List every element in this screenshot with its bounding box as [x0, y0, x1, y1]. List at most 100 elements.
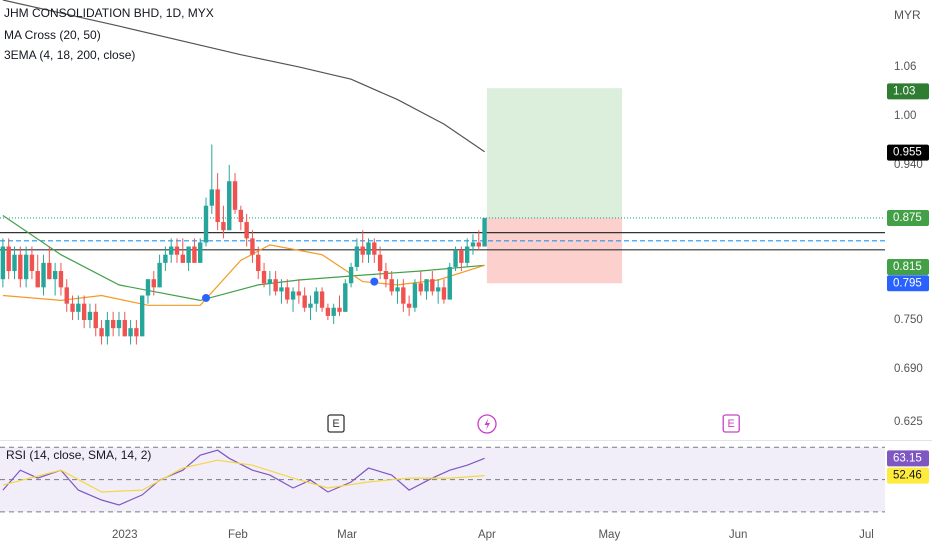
symbol-title: JHM CONSOLIDATION BHD, 1D, MYX — [4, 6, 214, 20]
y-tick-label: 0.750 — [894, 314, 923, 326]
cross-point — [202, 293, 211, 302]
price-badge — [887, 144, 929, 161]
candle-body — [174, 246, 180, 255]
candle-body — [0, 246, 6, 280]
price-badge — [887, 209, 929, 226]
candle-body — [377, 254, 383, 272]
candle-body — [418, 283, 423, 292]
candle-body — [12, 254, 17, 272]
candle-body — [198, 242, 203, 263]
candle-body — [151, 279, 156, 288]
candle-body — [447, 266, 452, 300]
candle-body — [87, 311, 93, 320]
candle-body — [244, 222, 249, 239]
candle-body — [354, 246, 360, 267]
rsi-line — [2, 449, 485, 506]
x-tick-label: Jun — [729, 529, 748, 541]
currency: MYR — [894, 8, 921, 22]
candle-body — [296, 291, 302, 296]
candle-body — [232, 181, 238, 210]
rsi-badge-label: 63.15 — [893, 452, 922, 464]
earnings-icon[interactable] — [327, 414, 345, 433]
candle-body — [209, 189, 215, 206]
candle-body — [453, 250, 458, 267]
candle-body — [261, 271, 267, 284]
candle-body — [308, 303, 313, 308]
y-tick-label: 0.625 — [894, 416, 923, 428]
candle-body — [41, 262, 46, 288]
candle-body — [128, 328, 133, 337]
candle-body — [186, 246, 191, 263]
candle-body — [401, 287, 406, 304]
price-badge-label: 0.795 — [893, 277, 922, 289]
candle-body — [279, 287, 284, 292]
indicator-label: MA Cross (20, 50) — [4, 28, 101, 42]
price-badge-label: 0.815 — [893, 261, 922, 273]
candle-body — [256, 254, 261, 272]
target-zone — [486, 88, 623, 218]
candle-body — [221, 222, 226, 231]
candle-body — [215, 189, 220, 223]
price-badge-label: 1.03 — [893, 85, 915, 97]
candle-body — [116, 320, 122, 329]
candle-body — [476, 242, 481, 247]
candle-body — [482, 217, 487, 247]
cross-point — [370, 277, 379, 286]
stop-zone — [486, 217, 623, 284]
candle-body — [273, 279, 278, 292]
candle-body — [81, 303, 87, 320]
lightning — [484, 418, 490, 430]
x-tick-label: Mar — [337, 529, 357, 541]
rsi-badge — [887, 450, 929, 467]
candle-body — [192, 246, 197, 263]
candle-body — [395, 287, 400, 292]
candle-body — [331, 307, 336, 316]
price-badge-label: 0.875 — [893, 212, 922, 224]
candle-body — [406, 303, 412, 308]
y-tick-label: 1.06 — [894, 61, 916, 73]
candle-body — [389, 279, 394, 292]
candle-body — [412, 283, 418, 308]
candle-body — [122, 320, 127, 337]
candle-body — [168, 246, 174, 255]
candle-body — [424, 279, 429, 292]
y-tick-label: 0.690 — [894, 363, 923, 375]
candle-body — [76, 303, 81, 312]
candle-body — [319, 291, 325, 308]
earnings-icon[interactable] — [722, 414, 740, 433]
candle-body — [180, 254, 186, 263]
candle-body — [6, 246, 11, 272]
indicator-label: 3EMA (4, 18, 200, close) — [4, 48, 135, 62]
candle-body — [290, 291, 296, 300]
earnings-label: E — [728, 418, 735, 430]
candle-body — [157, 262, 162, 288]
candle-body — [348, 266, 354, 284]
candle-body — [464, 246, 470, 263]
candle-body — [47, 262, 52, 280]
ma-line — [2, 215, 485, 302]
candle-body — [18, 254, 23, 280]
candle-body — [441, 287, 447, 300]
candle-body — [372, 242, 377, 255]
candle-body — [325, 307, 331, 316]
candle-body — [459, 250, 464, 263]
candle-body — [134, 328, 139, 337]
candle-body — [105, 320, 110, 337]
candle-body — [267, 279, 273, 284]
x-tick-label: May — [598, 529, 620, 541]
candle-body — [250, 238, 255, 255]
candle-body — [238, 209, 244, 223]
candle-body — [93, 311, 98, 329]
rsi-badge — [887, 467, 929, 484]
candle-body — [285, 287, 290, 300]
x-tick-label: Jul — [859, 529, 874, 541]
ma-line — [2, 0, 485, 153]
candle-body — [99, 328, 104, 337]
x-tick-label: 2023 — [112, 529, 138, 541]
candle-body — [343, 283, 348, 312]
candle-body — [64, 287, 69, 304]
candle-body — [23, 254, 29, 280]
candle-body — [430, 279, 435, 292]
